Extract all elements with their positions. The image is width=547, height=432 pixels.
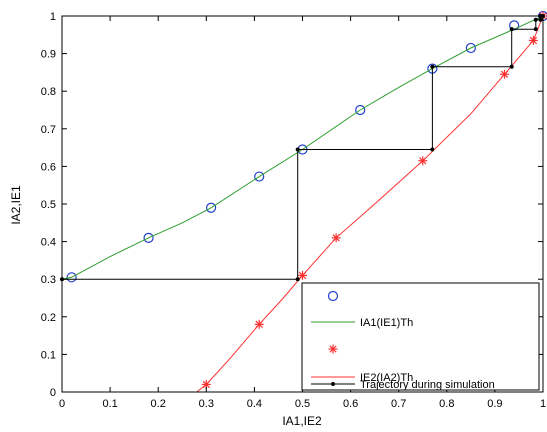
x-tick-label-1: 0.1 — [102, 398, 117, 410]
y-tick-label-10: 1 — [50, 11, 56, 23]
y-tick-label-4: 0.4 — [41, 237, 56, 249]
y-tick-label-7: 0.7 — [41, 124, 56, 136]
circle-marker-8 — [509, 20, 520, 31]
legend-label-3: IE2(IA2)Th — [360, 372, 413, 384]
trajectory-point-8 — [533, 17, 538, 22]
trajectory-point-6 — [509, 27, 514, 32]
y-tick-label-1: 0.1 — [41, 349, 56, 361]
circle-marker-2 — [206, 202, 217, 213]
legend-label-4: Trajectory during simulation — [360, 379, 495, 391]
circle-marker-5 — [355, 104, 366, 116]
y-tick-label-9: 0.9 — [41, 49, 56, 61]
trajectory-point-5 — [509, 64, 514, 69]
y-tick-label-6: 0.6 — [41, 161, 56, 173]
legend-asterisk-symbol — [328, 344, 338, 354]
series-line-1 — [61, 15, 544, 280]
trajectory-point-1 — [295, 277, 300, 282]
x-tick-label-6: 0.6 — [343, 398, 358, 410]
x-tick-label-0: 0 — [59, 398, 65, 410]
y-tick-label-0: 0 — [50, 387, 56, 399]
x-tick-label-5: 0.5 — [295, 398, 310, 410]
trajectory-point-3 — [430, 147, 435, 152]
x-tick-label-8: 0.8 — [439, 398, 454, 410]
x-tick-label-4: 0.4 — [247, 398, 262, 410]
legend-circle-symbol — [327, 290, 339, 302]
legend-label-1: IA1(IE1)Th — [360, 317, 413, 329]
x-axis-title: IA1,IE2 — [282, 414, 322, 428]
trajectory-point-9 — [538, 17, 543, 22]
x-tick-label-2: 0.2 — [151, 398, 166, 410]
series-line-3 — [196, 15, 544, 393]
y-tick-label-8: 0.8 — [41, 86, 56, 98]
trajectory-point-4 — [430, 64, 435, 69]
circle-marker-0 — [66, 272, 77, 283]
x-tick-label-3: 0.3 — [199, 398, 214, 410]
legend-dot-symbol — [331, 382, 335, 386]
trajectory-point-7 — [533, 27, 538, 32]
x-tick-label-10: 1 — [540, 398, 546, 410]
x-tick-label-9: 0.9 — [487, 398, 502, 410]
circle-marker-7 — [465, 42, 476, 54]
trajectory-point-2 — [295, 147, 300, 152]
y-tick-label-2: 0.2 — [41, 312, 56, 324]
circle-marker-3 — [254, 171, 265, 182]
y-axis-title: IA2,IE1 — [9, 185, 23, 225]
x-tick-label-7: 0.7 — [391, 398, 406, 410]
circle-marker-1 — [143, 232, 154, 243]
y-tick-label-3: 0.3 — [41, 274, 56, 286]
legend-box — [301, 282, 540, 391]
y-tick-label-5: 0.5 — [41, 199, 56, 211]
